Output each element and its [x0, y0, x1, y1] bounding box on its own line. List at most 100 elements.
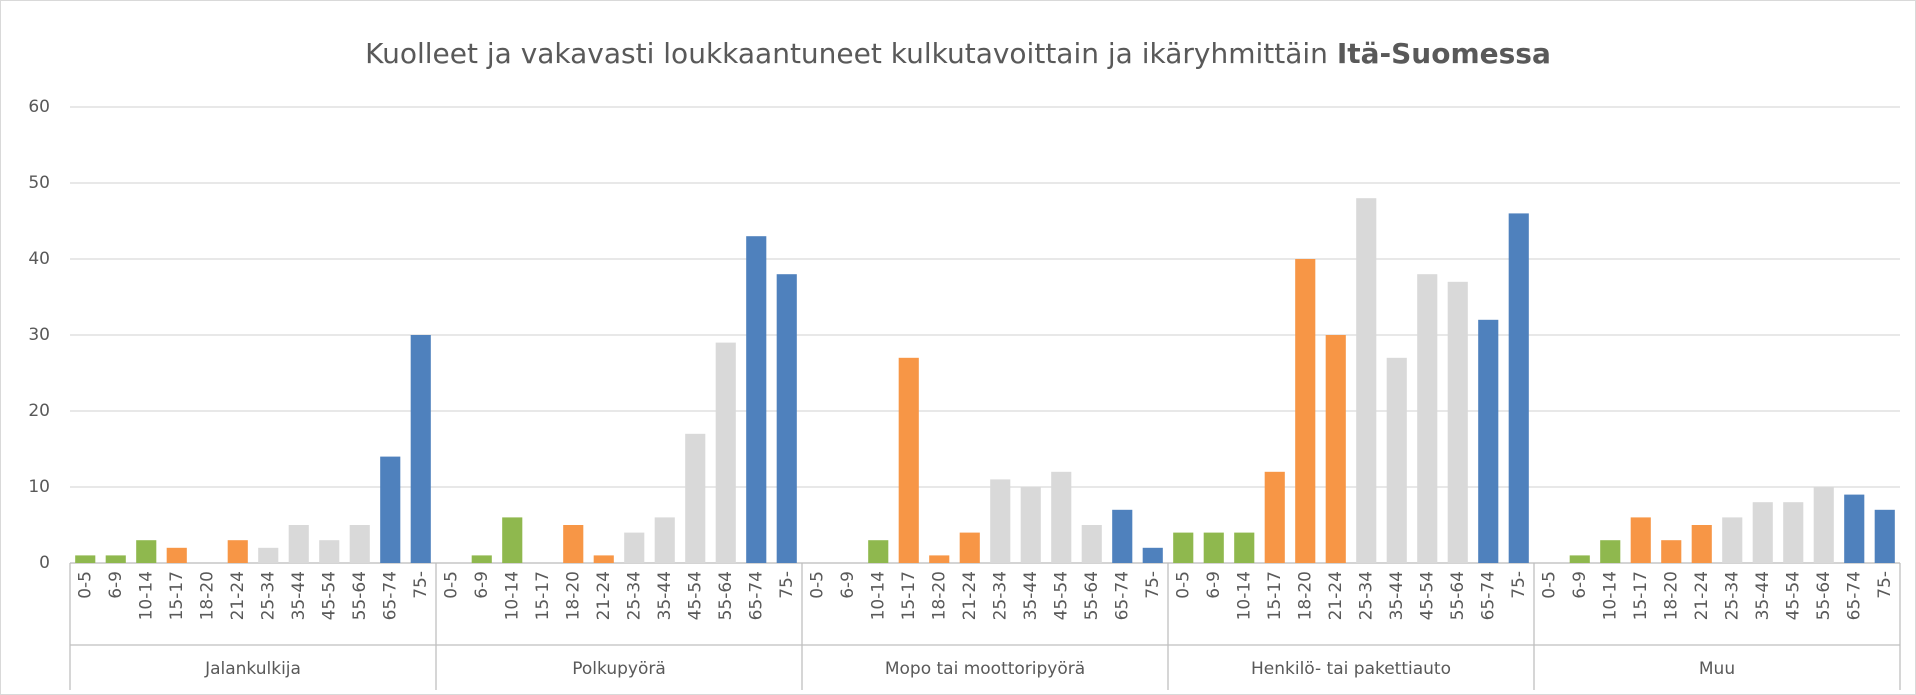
x-tick-label: 6-9	[838, 571, 858, 599]
bar	[1874, 509, 1895, 563]
bar	[1691, 525, 1712, 563]
bar	[715, 342, 736, 563]
x-tick-label: 21-24	[1692, 571, 1712, 620]
group-label: Polkupyörä	[572, 659, 666, 679]
x-tick-label: 65-74	[1844, 571, 1864, 620]
group-label: Muu	[1699, 659, 1735, 679]
bar	[1844, 494, 1865, 563]
bar	[959, 532, 980, 563]
x-tick-label: 18-20	[197, 571, 217, 620]
bar	[1386, 357, 1407, 563]
group-label: Henkilö- tai pakettiauto	[1251, 659, 1451, 679]
x-tick-label: 6-9	[472, 571, 492, 599]
bar	[1142, 547, 1163, 563]
bar	[563, 525, 584, 563]
chart-title: Kuolleet ja vakavasti loukkaantuneet kul…	[365, 37, 1551, 70]
x-tick-label: 45-54	[1783, 571, 1803, 620]
y-tick-label: 20	[28, 401, 50, 421]
bar	[502, 517, 523, 563]
x-tick-label: 65-74	[1478, 571, 1498, 620]
x-tick-label: 21-24	[594, 571, 614, 620]
bar	[929, 555, 950, 563]
x-tick-label: 0-5	[1173, 571, 1193, 599]
x-tick-label: 75-	[1875, 571, 1895, 599]
x-tick-label: 45-54	[685, 571, 705, 620]
x-tick-label: 10-14	[1600, 571, 1620, 620]
bar	[1020, 487, 1041, 563]
y-tick-label: 0	[39, 553, 50, 573]
y-tick-label: 60	[28, 97, 50, 117]
x-tick-label: 0-5	[1539, 571, 1559, 599]
y-tick-label: 50	[28, 173, 50, 193]
x-tick-label: 0-5	[75, 571, 95, 599]
bar	[624, 532, 645, 563]
bar	[1447, 281, 1468, 563]
x-tick-label: 65-74	[746, 571, 766, 620]
x-tick-label: 25-34	[1722, 571, 1742, 620]
bar	[410, 335, 431, 563]
bar	[1264, 471, 1285, 563]
bar	[1417, 274, 1438, 563]
x-tick-label: 55-64	[1082, 571, 1102, 620]
bar	[75, 555, 96, 563]
bar	[1203, 532, 1224, 563]
x-tick-label: 65-74	[1112, 571, 1132, 620]
bar	[1234, 532, 1255, 563]
x-tick-label: 18-20	[563, 571, 583, 620]
bar	[776, 274, 797, 563]
bar	[898, 357, 919, 563]
x-tick-label: 18-20	[929, 571, 949, 620]
bar	[136, 540, 157, 563]
x-tick-label: 10-14	[136, 571, 156, 620]
x-tick-label: 6-9	[106, 571, 126, 599]
bar	[1630, 517, 1651, 563]
bar	[258, 547, 279, 563]
bar	[1813, 487, 1834, 563]
x-tick-label: 45-54	[1051, 571, 1071, 620]
bar	[1081, 525, 1102, 563]
x-tick-label: 10-14	[502, 571, 522, 620]
bar	[1600, 540, 1621, 563]
bar	[471, 555, 492, 563]
bar	[1295, 259, 1316, 563]
x-tick-label: 55-64	[350, 571, 370, 620]
x-tick-label: 75-	[411, 571, 431, 599]
title-bold: Itä-Suomessa	[1337, 37, 1551, 70]
bar	[1661, 540, 1682, 563]
x-tick-label: 25-34	[624, 571, 644, 620]
bar	[349, 525, 370, 563]
x-tick-label: 45-54	[1417, 571, 1437, 620]
bar	[746, 236, 767, 563]
x-tick-label: 10-14	[1234, 571, 1254, 620]
bar	[1356, 198, 1377, 563]
y-tick-label: 30	[28, 325, 50, 345]
x-tick-label: 35-44	[289, 571, 309, 620]
bar	[1478, 319, 1499, 563]
bar	[1752, 502, 1773, 563]
bar	[1722, 517, 1743, 563]
x-tick-label: 45-54	[319, 571, 339, 620]
bar	[685, 433, 706, 563]
x-tick-label: 0-5	[807, 571, 827, 599]
bar	[166, 547, 187, 563]
x-tick-label: 55-64	[716, 571, 736, 620]
x-tick-label: 15-17	[1631, 571, 1651, 620]
x-tick-label: 15-17	[533, 571, 553, 620]
x-tick-label: 25-34	[990, 571, 1010, 620]
bar	[227, 540, 248, 563]
bar	[1173, 532, 1194, 563]
y-tick-label: 10	[28, 477, 50, 497]
x-tick-label: 18-20	[1661, 571, 1681, 620]
bar	[1051, 471, 1072, 563]
x-tick-label: 35-44	[1021, 571, 1041, 620]
x-tick-label: 35-44	[1387, 571, 1407, 620]
x-tick-label: 18-20	[1295, 571, 1315, 620]
bar	[1783, 502, 1804, 563]
bar	[1508, 213, 1529, 563]
x-tick-label: 25-34	[1356, 571, 1376, 620]
x-tick-label: 6-9	[1570, 571, 1590, 599]
x-tick-label: 21-24	[228, 571, 248, 620]
bar	[319, 540, 340, 563]
